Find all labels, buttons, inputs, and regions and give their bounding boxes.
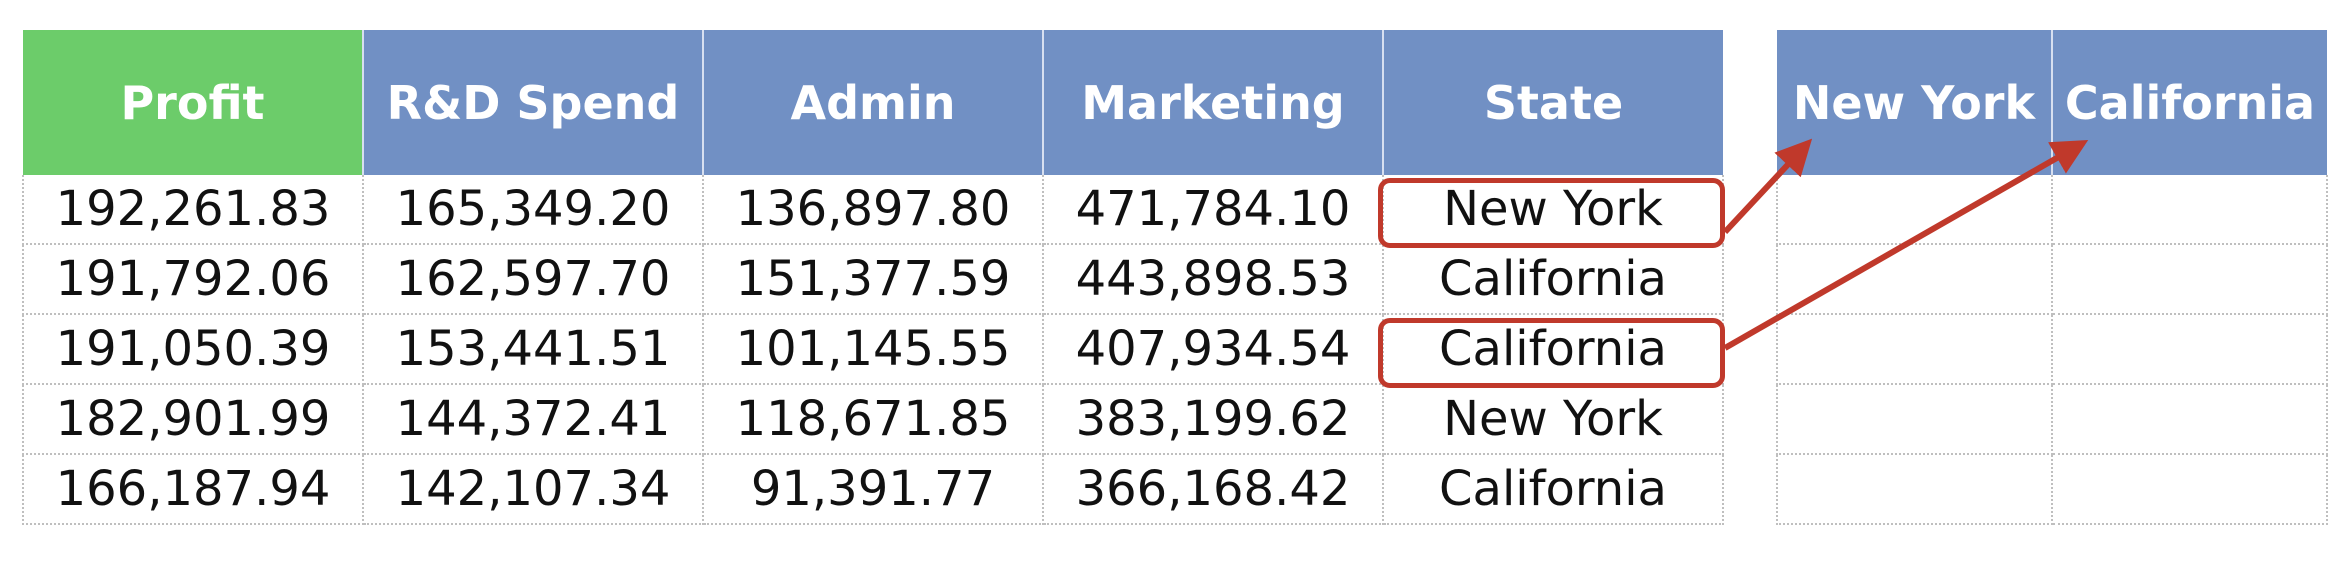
table-row: 191,050.39 153,441.51 101,145.55 407,934… (22, 313, 1724, 385)
cell-marketing: 383,199.62 (1042, 383, 1384, 455)
cell-state: California (1382, 243, 1724, 315)
cell-california (2051, 313, 2328, 385)
cell-california (2051, 453, 2328, 525)
cell-marketing: 471,784.10 (1042, 175, 1384, 245)
table-row (1776, 175, 2328, 245)
cell-admin: 136,897.80 (702, 175, 1044, 245)
cell-profit: 191,050.39 (22, 313, 364, 385)
cell-state: California (1382, 313, 1724, 385)
table-row: 192,261.83 165,349.20 136,897.80 471,784… (22, 175, 1724, 245)
cell-admin: 91,391.77 (702, 453, 1044, 525)
cell-new-york (1776, 313, 2053, 385)
dummy-variables-table: New York California (1776, 30, 2328, 525)
table-row: 182,901.99 144,372.41 118,671.85 383,199… (22, 383, 1724, 455)
header-row: Profit R&D Spend Admin Marketing State (23, 30, 1723, 175)
cell-admin: 151,377.59 (702, 243, 1044, 315)
header-rd-spend: R&D Spend (363, 30, 704, 175)
cell-state: California (1382, 453, 1724, 525)
cell-rd-spend: 165,349.20 (362, 175, 704, 245)
header-state: State (1383, 30, 1723, 175)
cell-new-york (1776, 175, 2053, 245)
cell-profit: 192,261.83 (22, 175, 364, 245)
cell-state: New York (1382, 175, 1724, 245)
header-row: New York California (1777, 30, 2327, 175)
dataset-table: Profit R&D Spend Admin Marketing State 1… (22, 30, 1724, 525)
cell-rd-spend: 162,597.70 (362, 243, 704, 315)
highlight-box-california (1378, 318, 1725, 388)
header-admin: Admin (703, 30, 1044, 175)
cell-rd-spend: 144,372.41 (362, 383, 704, 455)
cell-rd-spend: 153,441.51 (362, 313, 704, 385)
highlight-box-new-york (1378, 178, 1725, 248)
table-row: 191,792.06 162,597.70 151,377.59 443,898… (22, 243, 1724, 315)
cell-admin: 118,671.85 (702, 383, 1044, 455)
cell-marketing: 443,898.53 (1042, 243, 1384, 315)
cell-california (2051, 383, 2328, 455)
cell-new-york (1776, 383, 2053, 455)
table-row: 166,187.94 142,107.34 91,391.77 366,168.… (22, 453, 1724, 525)
cell-profit: 166,187.94 (22, 453, 364, 525)
table-row (1776, 383, 2328, 455)
cell-rd-spend: 142,107.34 (362, 453, 704, 525)
cell-state: New York (1382, 383, 1724, 455)
header-new-york: New York (1777, 30, 2053, 175)
cell-california (2051, 243, 2328, 315)
cell-california (2051, 175, 2328, 245)
table-row (1776, 453, 2328, 525)
cell-admin: 101,145.55 (702, 313, 1044, 385)
table-row (1776, 313, 2328, 385)
table-row (1776, 243, 2328, 315)
cell-profit: 182,901.99 (22, 383, 364, 455)
cell-profit: 191,792.06 (22, 243, 364, 315)
cell-marketing: 407,934.54 (1042, 313, 1384, 385)
cell-marketing: 366,168.42 (1042, 453, 1384, 525)
header-marketing: Marketing (1043, 30, 1384, 175)
cell-new-york (1776, 243, 2053, 315)
cell-new-york (1776, 453, 2053, 525)
header-california: California (2052, 30, 2327, 175)
header-profit: Profit (23, 30, 364, 175)
